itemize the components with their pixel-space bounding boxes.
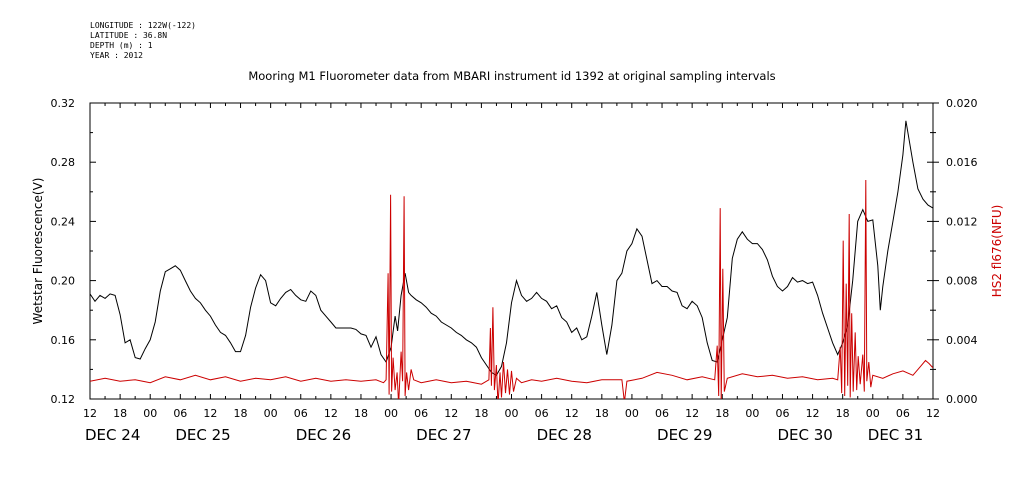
date-label: DEC 27 [416, 426, 471, 444]
x-tick-label: 18 [474, 407, 488, 420]
station-metadata: LONGITUDE : 122W(-122) LATITUDE : 36.8N … [90, 21, 196, 61]
y-left-tick-label: 0.28 [51, 156, 76, 169]
x-tick-label: 00 [505, 407, 519, 420]
x-tick-label: 06 [535, 407, 549, 420]
y-left-tick-label: 0.32 [51, 97, 76, 110]
date-label: DEC 31 [868, 426, 923, 444]
y-left-tick-label: 0.16 [51, 334, 76, 347]
y-right-tick-label: 0.000 [946, 393, 978, 406]
series-line-wetstar-fluorescence [90, 120, 933, 376]
x-tick-label: 18 [715, 407, 729, 420]
axes-layer: 12 18 00 06 12 18 00 06 12 18 00 06 12 18 00 06 12 18 00 06… [51, 97, 978, 444]
x-tick-label: 18 [113, 407, 127, 420]
x-tick-label: 00 [745, 407, 759, 420]
meta-longitude: LONGITUDE : 122W(-122) [90, 21, 196, 30]
date-label: DEC 29 [657, 426, 712, 444]
y-right-axis-label: HS2 fl676(NFU) [990, 205, 1004, 298]
x-tick-label: 00 [384, 407, 398, 420]
x-tick-label: 06 [414, 407, 428, 420]
x-tick-label: 12 [203, 407, 217, 420]
x-tick-label: 18 [595, 407, 609, 420]
date-label: DEC 24 [85, 426, 140, 444]
x-tick-label: 06 [294, 407, 308, 420]
x-tick-label: 00 [866, 407, 880, 420]
date-label: DEC 26 [296, 426, 351, 444]
x-tick-label: 18 [836, 407, 850, 420]
x-tick-label: 12 [685, 407, 699, 420]
x-tick-label: 06 [655, 407, 669, 420]
x-tick-label: 12 [324, 407, 338, 420]
x-tick-label: 06 [775, 407, 789, 420]
y-right-tick-label: 0.020 [946, 97, 978, 110]
x-tick-label: 12 [806, 407, 820, 420]
meta-latitude: LATITUDE : 36.8N [90, 31, 168, 40]
date-label: DEC 25 [175, 426, 230, 444]
series-layer [90, 120, 933, 399]
meta-depth: DEPTH (m) : 1 [90, 41, 153, 50]
y-right-tick-label: 0.016 [946, 156, 978, 169]
chart-title: Mooring M1 Fluorometer data from MBARI i… [248, 69, 775, 83]
series-line-hs2-fl676 [90, 179, 933, 399]
date-label: DEC 30 [777, 426, 832, 444]
y-left-tick-label: 0.20 [51, 275, 76, 288]
x-tick-label: 12 [926, 407, 940, 420]
x-tick-label: 18 [234, 407, 248, 420]
y-left-tick-label: 0.12 [51, 393, 76, 406]
x-tick-label: 06 [896, 407, 910, 420]
x-tick-label: 00 [625, 407, 639, 420]
plot-frame [89, 102, 934, 400]
x-tick-label: 18 [354, 407, 368, 420]
x-tick-label: 12 [83, 407, 97, 420]
x-tick-label: 00 [143, 407, 157, 420]
x-tick-label: 00 [264, 407, 278, 420]
meta-year: YEAR : 2012 [90, 51, 143, 60]
y-left-tick-label: 0.24 [51, 215, 76, 228]
y-right-tick-label: 0.008 [946, 275, 978, 288]
date-label: DEC 28 [537, 426, 592, 444]
y-left-axis-label: Wetstar Fluorescence(V) [31, 178, 45, 325]
x-tick-label: 06 [173, 407, 187, 420]
y-right-tick-label: 0.004 [946, 334, 978, 347]
x-tick-label: 12 [565, 407, 579, 420]
y-right-tick-label: 0.012 [946, 215, 978, 228]
x-tick-label: 12 [444, 407, 458, 420]
